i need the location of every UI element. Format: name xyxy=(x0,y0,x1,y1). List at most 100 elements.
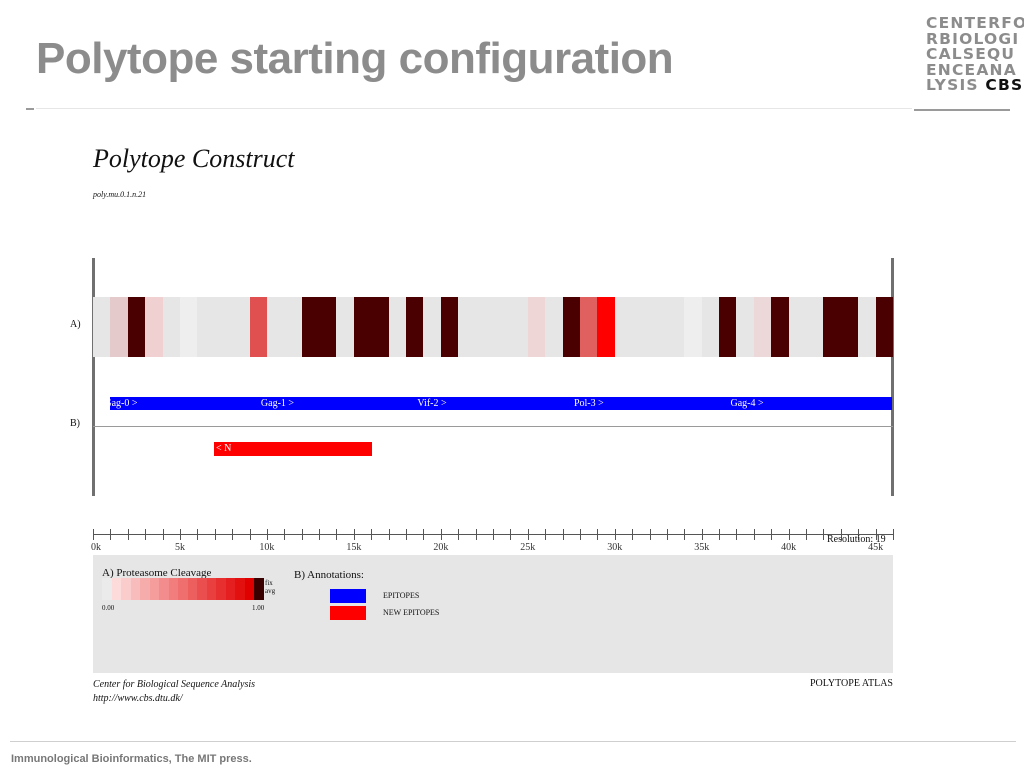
axis-tick xyxy=(736,529,738,540)
legend-annotations-title: B) Annotations: xyxy=(294,569,364,581)
axis-tick xyxy=(684,529,686,540)
axis-tick xyxy=(632,529,634,540)
gradient-min-label: 0.00 xyxy=(102,604,115,612)
axis-tick xyxy=(406,529,408,540)
gradient-cell xyxy=(197,578,207,600)
cleavage-segment xyxy=(579,297,598,357)
axis-tick xyxy=(232,529,234,540)
axis-tick xyxy=(840,529,842,540)
gradient-avg-label: avg xyxy=(265,587,276,595)
axis-tick-label: 10k xyxy=(259,542,275,553)
axis-tick xyxy=(597,529,599,540)
cbs-logo: CENTERFO RBIOLOGI CALSEQU ENCEANA LYSIS … xyxy=(926,14,1024,95)
gradient-cell xyxy=(121,578,131,600)
cleavage-segment xyxy=(110,297,128,357)
cleavage-segment xyxy=(684,297,702,357)
credit-block: Center for Biological Sequence Analysis … xyxy=(93,678,255,706)
axis-tick xyxy=(475,529,477,540)
axis-tick xyxy=(319,529,321,540)
axis-tick-label: 5k xyxy=(174,542,185,553)
axis-tick xyxy=(284,529,286,540)
annotation-baseline xyxy=(93,426,893,427)
gradient-cell xyxy=(206,578,216,600)
logo-line-3: CALSEQU xyxy=(926,45,1016,64)
gradient-cell xyxy=(111,578,121,600)
axis-tick-label: 35k xyxy=(694,542,710,553)
axis-tick xyxy=(371,529,373,540)
axis-tick xyxy=(249,529,251,540)
axis-tick xyxy=(788,529,790,540)
gradient-cell xyxy=(235,578,245,600)
axis-tick-label: 40k xyxy=(781,542,797,553)
axis-tick-label: 15k xyxy=(346,542,362,553)
gradient-cell xyxy=(216,578,226,600)
row-b-label: B) xyxy=(70,418,80,429)
cleavage-segment xyxy=(719,297,737,357)
axis-tick-label: 0k xyxy=(91,542,101,553)
axis-tick xyxy=(214,529,216,540)
legend-cleavage-title: A) Proteasome Cleavage xyxy=(102,567,212,579)
axis-tick xyxy=(197,529,199,540)
axis-tick xyxy=(858,529,860,540)
axis-tick xyxy=(301,529,303,540)
legend-panel xyxy=(93,555,893,673)
axis-tick xyxy=(493,529,494,540)
axis-tick-label: 45k xyxy=(868,542,884,553)
new-epitope-label: < N xyxy=(216,443,232,454)
axis-tick-label: 25k xyxy=(520,542,536,553)
epitope-label: Pol-3 > xyxy=(573,398,604,409)
epitope-bar[interactable] xyxy=(110,397,892,410)
logo-line-5: LYSIS CBS xyxy=(926,76,1022,95)
axis-tick xyxy=(353,529,355,540)
axis-tick xyxy=(771,529,773,540)
slide-title: Polytope starting configuration xyxy=(36,34,674,83)
gradient-cell xyxy=(225,578,235,600)
atlas-label: POLYTOPE ATLAS xyxy=(810,678,893,689)
axis-tick xyxy=(336,529,338,540)
row-a-label: A) xyxy=(70,319,81,330)
axis-tick xyxy=(545,529,547,540)
legend-epitopes-swatch xyxy=(330,589,366,603)
gradient-cell xyxy=(168,578,178,600)
credit-url[interactable]: http://www.cbs.dtu.dk/ xyxy=(93,693,183,704)
footer-citation: Immunological Bioinformatics, The MIT pr… xyxy=(11,753,252,765)
axis-tick xyxy=(893,529,894,540)
epitope-label: Vif-2 > xyxy=(417,398,447,409)
logo-line-4: ENCEANA xyxy=(926,60,1017,79)
axis-tick xyxy=(562,529,564,540)
axis-tick xyxy=(823,529,825,540)
axis-tick xyxy=(127,529,129,540)
cleavage-segment xyxy=(353,297,389,357)
track-right-boundary xyxy=(891,258,894,496)
construct-id: poly.mu.0.1.n.21 xyxy=(93,190,147,199)
title-tick-mark xyxy=(26,108,34,110)
gradient-cell xyxy=(130,578,140,600)
new-epitope-bar[interactable] xyxy=(214,442,372,456)
axis-tick xyxy=(527,529,529,540)
axis-tick xyxy=(753,529,755,540)
gradient-fix-swatch xyxy=(254,578,264,600)
axis-tick xyxy=(162,529,164,540)
cleavage-segment xyxy=(127,297,146,357)
logo-cbs-text: CBS xyxy=(985,76,1024,95)
cleavage-segment xyxy=(771,297,789,357)
gradient-max-label: 1.00 xyxy=(252,604,265,612)
axis-tick-label: 30k xyxy=(607,542,623,553)
gradient-cell xyxy=(244,578,254,600)
cleavage-segment xyxy=(597,297,615,357)
epitope-label: Gag-0 > xyxy=(104,398,138,409)
axis-tick xyxy=(579,529,581,540)
axis-tick xyxy=(458,529,460,540)
logo-line-1: CENTERFO xyxy=(926,14,1024,32)
axis-tick xyxy=(666,529,668,540)
gradient-cell xyxy=(187,578,197,600)
axis-tick xyxy=(719,529,721,540)
cleavage-segment xyxy=(823,297,859,357)
legend-new-epitopes-swatch xyxy=(330,606,366,620)
logo-lysis-text: LYSIS xyxy=(926,76,979,95)
gradient-fix-label: fix xyxy=(265,579,273,587)
axis-tick xyxy=(93,529,94,540)
axis-tick xyxy=(423,529,425,540)
axis-tick xyxy=(701,529,703,540)
